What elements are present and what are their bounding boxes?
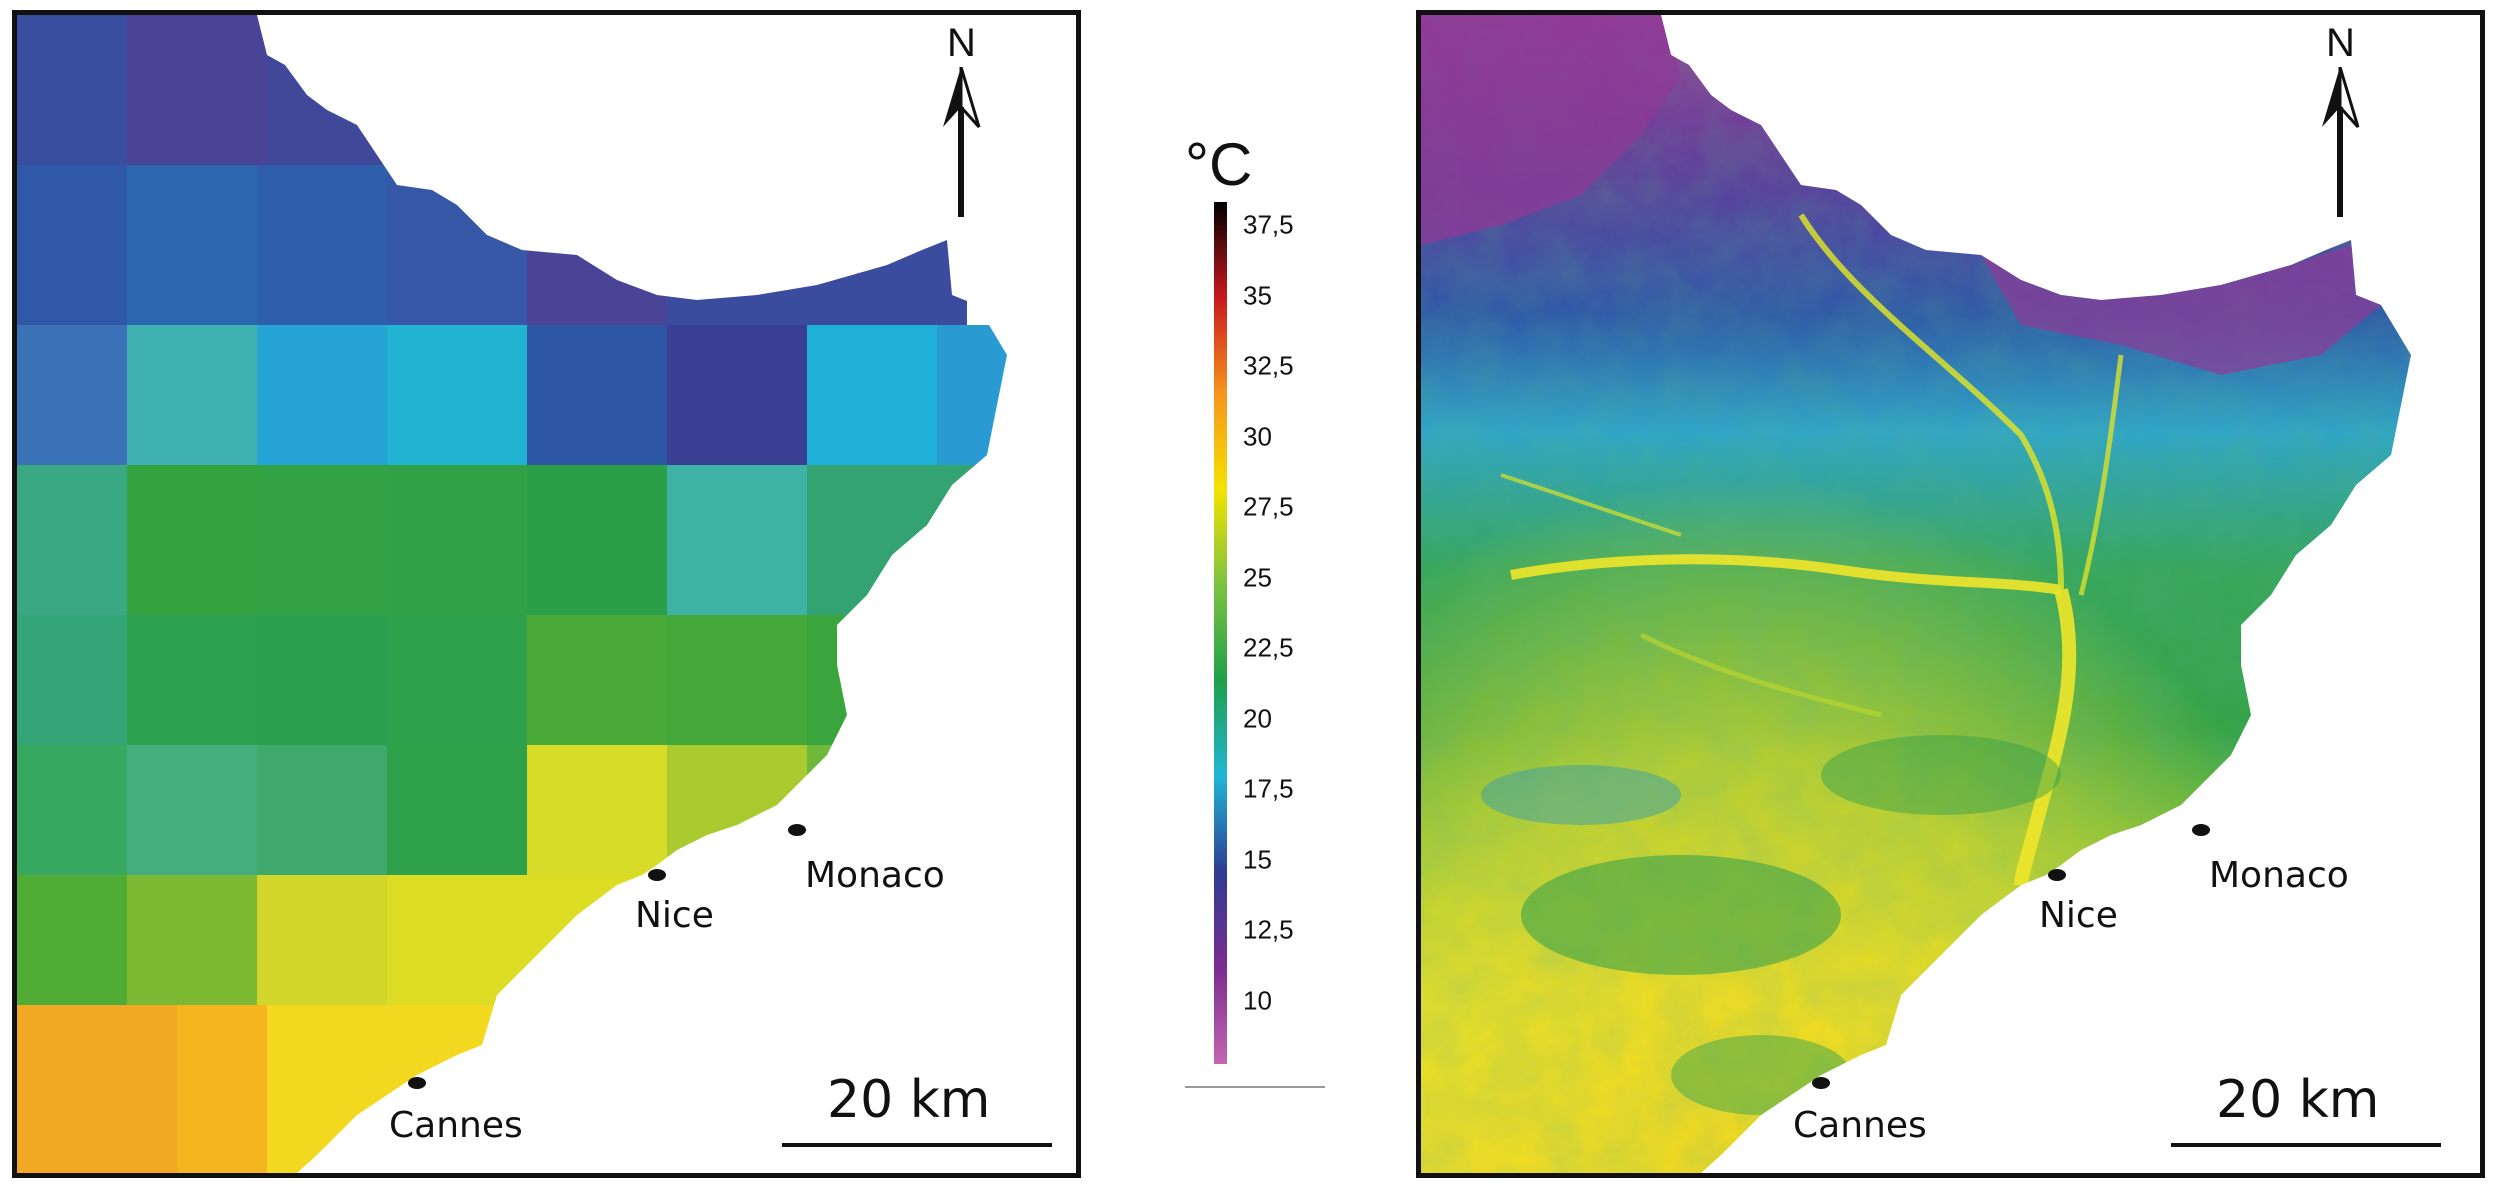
cannes-label: Cannes: [1793, 1105, 1927, 1146]
legend-tick-label: 30: [1243, 421, 1272, 451]
legend-tick-label: 32,5: [1243, 350, 1294, 381]
legend-color-bar: [1214, 202, 1227, 1064]
legend-tick-label: 22,5: [1243, 632, 1294, 663]
nice-marker: [648, 869, 666, 881]
scale-bar: [782, 1143, 1052, 1147]
legend-divider: [1185, 1086, 1325, 1088]
nice-label: Nice: [635, 895, 714, 936]
monaco-marker: [788, 824, 806, 836]
scale-bar-label: 20 km: [2216, 1070, 2380, 1130]
legend-tick-label: 17,5: [1243, 773, 1294, 804]
legend-tick-label: 20: [1243, 703, 1272, 733]
coarse-temperature-map: N Monaco Nice Cannes 20 km: [12, 10, 1081, 1178]
monaco-label: Monaco: [805, 855, 945, 896]
monaco-marker: [2192, 824, 2210, 836]
legend-tick-label: 35: [1243, 280, 1272, 310]
legend-tick-label: 12,5: [1243, 914, 1294, 945]
north-arrow-icon: [943, 67, 981, 217]
coarse-grid-raster: [17, 15, 1007, 1173]
nice-label: Nice: [2039, 895, 2118, 936]
legend-tick-label: 27,5: [1243, 491, 1294, 522]
cannes-marker: [1812, 1077, 1830, 1089]
city-markers: [1812, 824, 2210, 1089]
legend-tick-label: 25: [1243, 562, 1272, 592]
cannes-label: Cannes: [389, 1105, 523, 1146]
cannes-marker: [408, 1077, 426, 1089]
scale-bar: [2171, 1143, 2441, 1147]
legend-tick-label: 37,5: [1243, 209, 1294, 240]
high-resolution-raster: [1421, 15, 2411, 1173]
downscaled-temperature-map: N Monaco Nice Cannes 20 km: [1416, 10, 2485, 1178]
scale-bar-label: 20 km: [827, 1070, 991, 1130]
north-label: N: [947, 21, 976, 65]
legend-tick-label: 15: [1243, 844, 1272, 874]
city-markers: [408, 824, 806, 1089]
legend-tick-label: 10: [1243, 985, 1272, 1015]
north-arrow-icon: [2322, 67, 2360, 217]
nice-marker: [2048, 869, 2066, 881]
north-label: N: [2326, 21, 2355, 65]
monaco-label: Monaco: [2209, 855, 2349, 896]
temperature-legend: °C 37,5 35 32,5 30 27,5 25 22,5 20 17,5 15 12,5 10: [1185, 130, 1345, 1090]
legend-unit: °C: [1185, 131, 1253, 198]
